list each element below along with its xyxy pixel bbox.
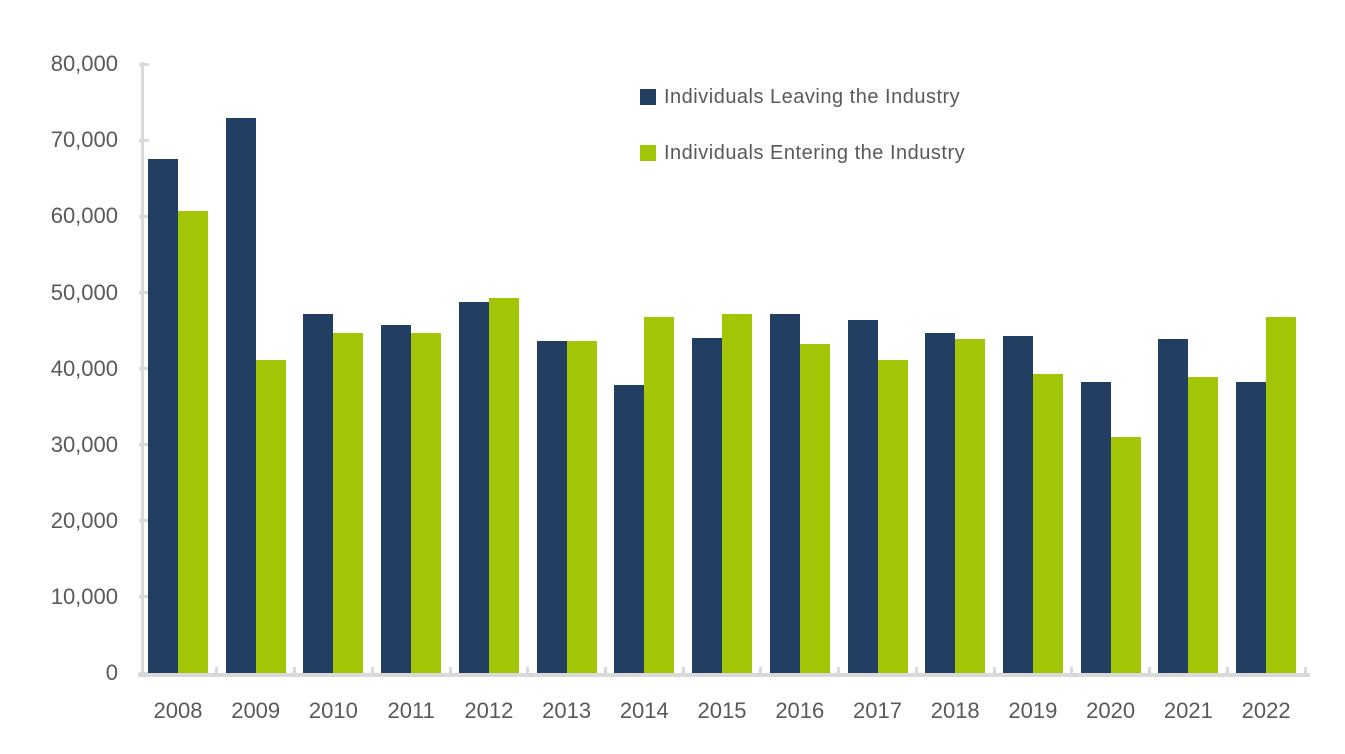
- bar-leaving-2008: [148, 158, 178, 673]
- bar-leaving-2014: [614, 385, 645, 673]
- bar-leaving-2010: [303, 313, 334, 673]
- bar-entering-2009: [255, 360, 286, 673]
- bar-leaving-2020: [1080, 382, 1111, 673]
- bar-entering-2015: [722, 313, 752, 673]
- bar-leaving-2012: [458, 302, 489, 673]
- y-tick-mark: [139, 671, 149, 675]
- x-axis-tick-label: 2009: [231, 698, 281, 723]
- x-axis-tick-label: 2011: [387, 698, 435, 723]
- x-axis-tick-label: 2014: [619, 698, 669, 723]
- y-tick-mark: [139, 291, 149, 294]
- x-tick-mark: [604, 667, 607, 677]
- y-tick-mark: [139, 138, 149, 142]
- bar-entering-2022: [1266, 316, 1297, 673]
- x-axis-line: [138, 673, 1310, 677]
- y-tick-mark: [139, 214, 149, 218]
- x-tick-mark: [215, 667, 219, 677]
- x-tick-mark: [526, 667, 530, 677]
- x-tick-mark: [992, 667, 996, 677]
- bar-leaving-2016: [769, 313, 800, 673]
- y-tick-mark: [139, 62, 149, 66]
- x-tick-mark: [837, 667, 841, 677]
- y-axis-tick-label: 70,000: [50, 127, 118, 153]
- y-axis-tick-label: 0: [105, 660, 118, 685]
- bar-entering-2020: [1110, 437, 1141, 673]
- y-tick-mark: [139, 595, 149, 599]
- bar-leaving-2009: [225, 118, 256, 673]
- x-axis-tick-label: 2012: [464, 698, 514, 723]
- x-axis-tick-label: 2008: [153, 698, 203, 723]
- y-tick-mark: [139, 443, 149, 447]
- x-axis-tick-label: 2017: [853, 698, 902, 723]
- x-axis-tick-label: 2020: [1086, 698, 1136, 723]
- y-axis-tick-label: 20,000: [50, 507, 118, 533]
- bar-leaving-2019: [1002, 335, 1033, 673]
- bar-leaving-2013: [536, 341, 567, 673]
- x-tick-mark: [681, 667, 685, 677]
- bar-entering-2008: [178, 211, 208, 673]
- bar-entering-2019: [1032, 373, 1063, 673]
- x-axis-tick-label: 2019: [1008, 698, 1058, 723]
- legend-label-entering: Individuals Entering the Industry: [664, 141, 966, 164]
- x-axis-tick-label: 2022: [1241, 698, 1291, 723]
- legend-item-leaving: Individuals Leaving the Industry: [640, 86, 960, 108]
- x-axis-tick-label: 2021: [1163, 698, 1213, 723]
- y-axis-tick-label: 80,000: [50, 51, 118, 77]
- x-axis-tick-label: 2018: [930, 698, 980, 723]
- x-axis-tick-label: 2013: [542, 698, 592, 723]
- x-tick-mark: [914, 667, 918, 677]
- x-tick-mark: [370, 667, 374, 677]
- y-axis-tick-label: 40,000: [50, 355, 118, 381]
- bar-leaving-2015: [692, 338, 722, 673]
- y-axis-tick-label: 30,000: [50, 431, 118, 457]
- x-tick-mark: [1148, 667, 1151, 677]
- bar-entering-2012: [488, 297, 519, 673]
- bar-entering-2011: [411, 332, 442, 673]
- bar-entering-2021: [1188, 377, 1219, 673]
- bar-entering-2013: [566, 341, 597, 673]
- x-tick-mark: [1070, 667, 1074, 677]
- bar-leaving-2022: [1236, 382, 1267, 673]
- bar-entering-2010: [333, 332, 364, 673]
- legend-label-leaving: Individuals Leaving the Industry: [664, 85, 961, 108]
- bar-leaving-2021: [1158, 338, 1189, 673]
- x-axis-tick-label: 2015: [697, 698, 747, 723]
- bar-leaving-2018: [925, 332, 956, 673]
- bar-entering-2016: [799, 343, 830, 673]
- bar-leaving-2011: [381, 325, 412, 673]
- y-tick-mark: [139, 519, 149, 523]
- x-tick-mark: [1303, 667, 1307, 677]
- x-axis-tick-label: 2010: [308, 698, 358, 723]
- bar-entering-2017: [877, 360, 908, 673]
- bar-entering-2018: [955, 338, 986, 673]
- x-tick-mark: [293, 667, 297, 677]
- legend-item-entering: Individuals Entering the Industry: [640, 142, 965, 164]
- x-tick-mark: [1225, 667, 1229, 677]
- legend-swatch-leaving-icon: [640, 89, 656, 105]
- bar-leaving-2017: [847, 319, 878, 673]
- y-axis-tick-label: 60,000: [50, 203, 118, 229]
- y-axis-tick-label: 10,000: [50, 583, 118, 609]
- legend-swatch-entering-icon: [640, 145, 656, 161]
- bar-entering-2014: [644, 316, 675, 673]
- x-tick-mark: [448, 667, 452, 677]
- y-axis-tick-label: 50,000: [50, 279, 118, 305]
- y-tick-mark: [139, 367, 149, 371]
- x-tick-mark: [759, 667, 763, 677]
- x-axis-tick-label: 2016: [775, 698, 825, 723]
